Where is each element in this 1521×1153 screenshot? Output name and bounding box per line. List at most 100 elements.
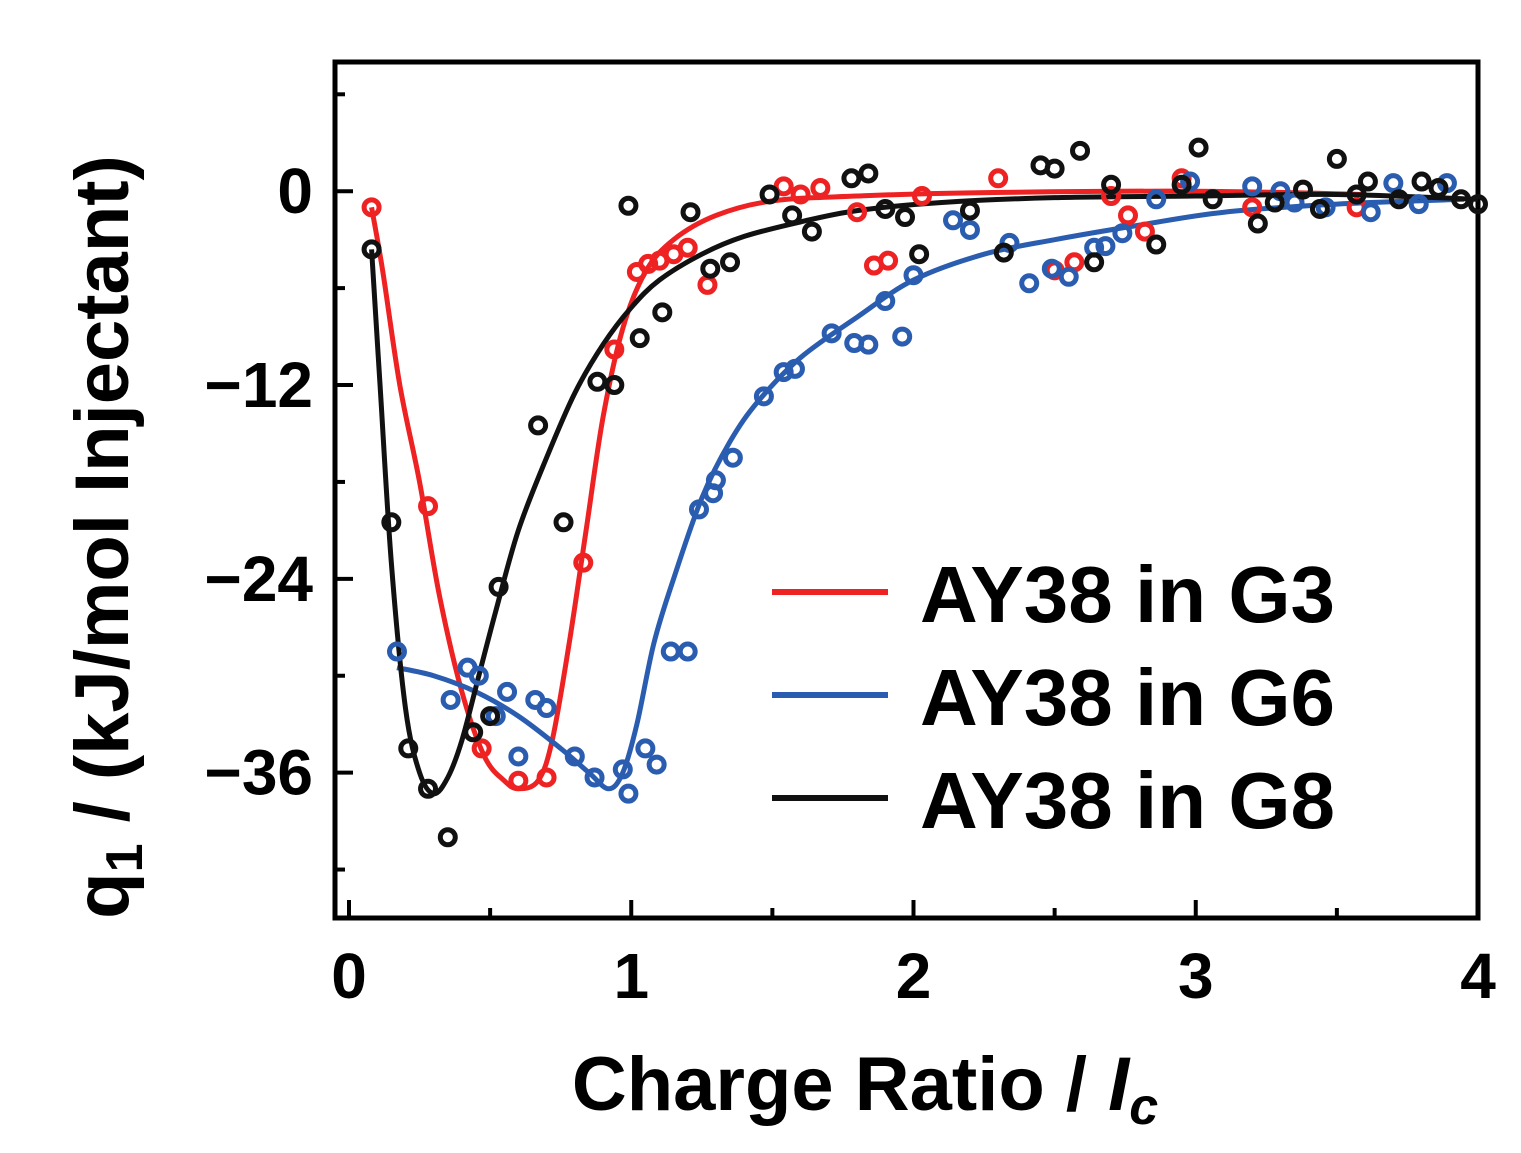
data-point	[361, 239, 382, 260]
data-point	[959, 219, 980, 240]
data-point	[1360, 202, 1381, 223]
data-point	[1309, 198, 1330, 219]
data-point	[821, 323, 842, 344]
data-point	[1411, 171, 1432, 192]
data-point	[398, 738, 419, 759]
data-point	[386, 641, 407, 662]
x-tick-label: 0	[331, 940, 367, 1012]
data-point	[618, 783, 639, 804]
data-point	[790, 184, 811, 205]
data-point	[528, 415, 549, 436]
y-tick-label: −12	[204, 349, 313, 421]
data-point	[1202, 189, 1223, 210]
data-point	[858, 334, 879, 355]
data-point	[680, 202, 701, 223]
data-point	[1041, 258, 1062, 279]
data-point	[1357, 171, 1378, 192]
data-point	[1112, 223, 1133, 244]
data-point	[988, 168, 1009, 189]
data-point	[1171, 174, 1192, 195]
data-point	[381, 512, 402, 533]
data-point	[471, 738, 492, 759]
x-tick-label: 2	[896, 940, 932, 1012]
data-point	[573, 552, 594, 573]
data-point	[1293, 179, 1314, 200]
data-point	[1058, 266, 1079, 287]
data-point	[858, 163, 879, 184]
data-point	[1346, 184, 1367, 205]
axis-ticks	[335, 92, 1480, 918]
data-point	[418, 778, 439, 799]
data-point	[536, 767, 557, 788]
x-tick-label: 4	[1460, 940, 1496, 1012]
data-point	[1264, 192, 1285, 213]
data-point	[1095, 236, 1116, 257]
data-point	[1146, 189, 1167, 210]
data-point	[875, 198, 896, 219]
data-point	[660, 641, 681, 662]
data-point	[1247, 213, 1268, 234]
data-point	[463, 722, 484, 743]
data-point	[801, 221, 822, 242]
data-point	[638, 253, 659, 274]
data-point	[784, 358, 805, 379]
data-point	[810, 177, 831, 198]
data-point	[773, 362, 794, 383]
data-point	[677, 237, 698, 258]
data-point	[782, 205, 803, 226]
data-point	[759, 184, 780, 205]
data-point	[1408, 194, 1429, 215]
data-point	[1468, 194, 1488, 215]
data-point	[1326, 148, 1347, 169]
data-point	[909, 244, 930, 265]
data-point	[892, 326, 913, 347]
legend-label-2: AY38 in G6	[920, 653, 1335, 742]
data-point	[1118, 205, 1139, 226]
data-point	[1242, 197, 1263, 218]
fit-line-1	[369, 188, 1366, 792]
data-point	[488, 576, 509, 597]
data-point	[604, 339, 625, 360]
tick-labels: 0 1 2 3 4 0 −12 −24 −36	[204, 155, 1496, 1012]
x-tick-label: 3	[1178, 940, 1214, 1012]
data-point	[635, 738, 656, 759]
data-point	[604, 375, 625, 396]
data-point	[1070, 140, 1091, 161]
data-point	[1451, 189, 1472, 210]
data-point	[903, 265, 924, 286]
y-tick-label: −24	[204, 543, 313, 615]
data-point	[564, 746, 585, 767]
data-point	[440, 689, 461, 710]
data-point	[646, 754, 667, 775]
x-tick-label: 1	[613, 940, 649, 1012]
data-point	[629, 328, 650, 349]
data-point	[480, 706, 501, 727]
data-point	[911, 186, 932, 207]
data-point	[1101, 186, 1122, 207]
data-point	[1101, 174, 1122, 195]
data-point	[1284, 192, 1305, 213]
data-points	[361, 137, 1488, 848]
data-point	[618, 195, 639, 216]
data-point	[1134, 221, 1155, 242]
data-point	[847, 202, 868, 223]
data-point	[553, 512, 574, 533]
data-point	[878, 250, 899, 271]
data-point	[587, 371, 608, 392]
data-point	[688, 499, 709, 520]
data-point	[700, 258, 721, 279]
data-point	[1383, 173, 1404, 194]
y-axis-label: q1 / (kJ/mol Injectant)	[60, 155, 154, 919]
data-point	[875, 291, 896, 312]
data-point	[705, 470, 726, 491]
x-axis-label: Charge Ratio / Ic	[572, 1042, 1158, 1136]
data-point	[1044, 158, 1065, 179]
data-point	[841, 168, 862, 189]
data-point	[1388, 189, 1409, 210]
y-tick-label: −36	[204, 737, 313, 809]
data-point	[1146, 234, 1167, 255]
data-point	[508, 746, 529, 767]
data-point	[895, 207, 916, 228]
fit-line-3	[369, 191, 1479, 797]
data-point	[536, 698, 557, 719]
